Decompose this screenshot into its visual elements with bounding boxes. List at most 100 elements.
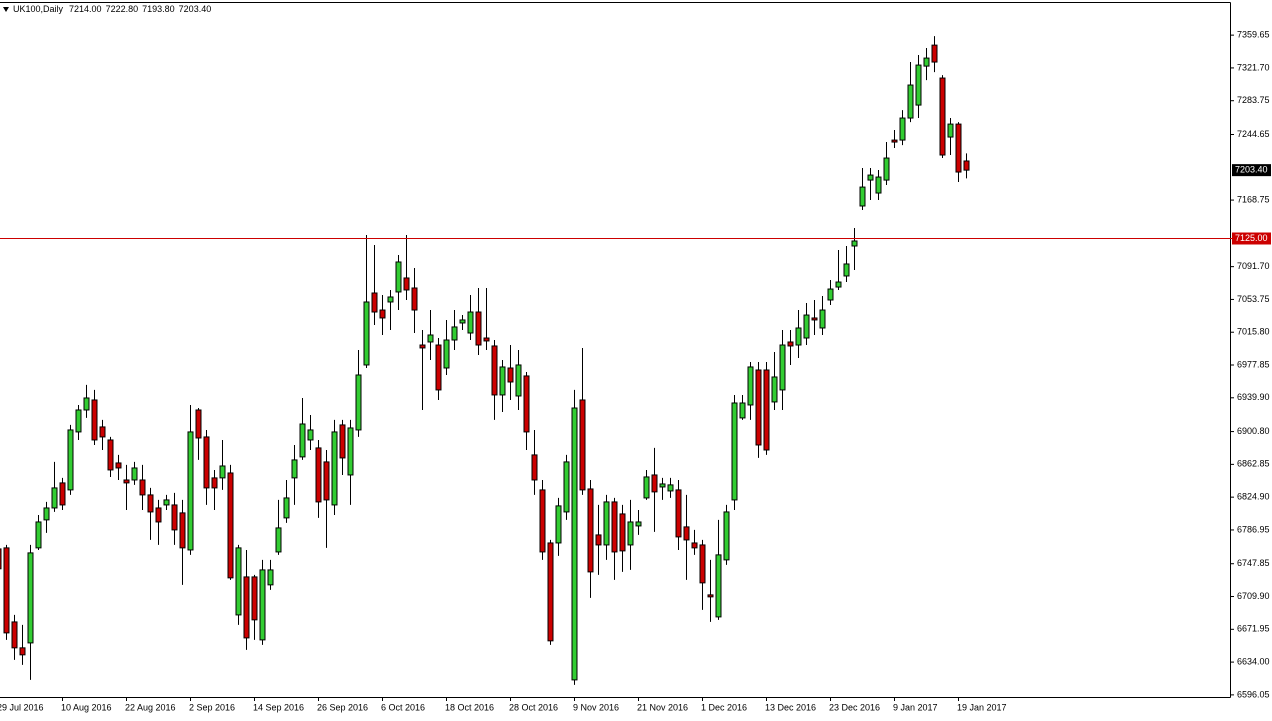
candle-body — [235, 547, 242, 616]
x-tick-label: 19 Jan 2017 — [957, 702, 1007, 712]
candle-body — [955, 123, 962, 173]
candle-body — [867, 174, 874, 181]
symbol: UK100,Daily — [13, 4, 64, 14]
x-tick-label: 29 Jul 2016 — [0, 702, 44, 712]
candle-body — [475, 311, 482, 346]
candle-body — [571, 407, 578, 681]
header-low: 7193.80 — [142, 4, 175, 14]
candle-body — [411, 287, 418, 311]
last-price-box — [1232, 164, 1271, 177]
candle-body — [515, 364, 522, 397]
axes: 6596.05 6634.00 6671.95 6709.90 6747.85 6786.… — [0, 30, 1271, 712]
candle-body — [739, 402, 746, 419]
candle-body — [267, 569, 274, 586]
candle-body — [243, 576, 250, 639]
candle-body — [75, 409, 82, 433]
last-price-label: 7203.40 — [1235, 165, 1268, 175]
candle-body — [379, 309, 386, 319]
candle-body — [843, 263, 850, 277]
chart-header: UK100,Daily 7214.00 7222.80 7193.80 7203.40 — [13, 4, 211, 14]
x-tick-label: 22 Aug 2016 — [125, 702, 176, 712]
x-tick-label: 28 Oct 2016 — [509, 702, 558, 712]
candle-body — [59, 482, 66, 506]
y-tick-label: 7015.80 — [1237, 327, 1270, 337]
x-tick-label: 2 Sep 2016 — [189, 702, 235, 712]
candle-body — [875, 176, 882, 194]
candle-body — [331, 431, 338, 506]
candle-body — [507, 367, 514, 383]
candle-body — [451, 326, 458, 341]
candle-body — [307, 429, 314, 441]
candle-body — [531, 454, 538, 481]
x-tick-label: 14 Sep 2016 — [253, 702, 304, 712]
candle-body — [539, 489, 546, 553]
candle-body — [171, 504, 178, 531]
candle-body — [179, 512, 186, 549]
candle-body — [883, 157, 890, 181]
candle-body — [747, 366, 754, 406]
candle-body — [659, 483, 666, 488]
candle-body — [299, 423, 306, 458]
candle-body — [643, 476, 650, 499]
y-tick-label: 6786.95 — [1237, 524, 1270, 534]
candle-body — [99, 426, 106, 438]
candle-body — [91, 399, 98, 441]
candle-body — [187, 431, 194, 551]
candle-body — [107, 439, 114, 471]
candle-body — [939, 77, 946, 156]
candle-body — [795, 327, 802, 346]
candle-body — [891, 139, 898, 143]
candle-body — [371, 292, 378, 313]
candle-body — [587, 488, 594, 573]
candle-body — [387, 296, 394, 303]
candle-body — [835, 281, 842, 288]
candle-body — [0, 548, 2, 570]
candle-body — [923, 57, 930, 67]
candle-body — [755, 369, 762, 446]
x-tick-label: 9 Nov 2016 — [573, 702, 619, 712]
dropdown-icon[interactable] — [3, 7, 9, 12]
candle-body — [611, 501, 618, 553]
x-tick-label: 6 Oct 2016 — [381, 702, 425, 712]
candle-body — [115, 462, 122, 469]
candle-body — [27, 552, 34, 644]
candle-body — [595, 534, 602, 546]
candle-body — [291, 459, 298, 479]
candle-body — [11, 621, 18, 649]
candle-body — [195, 409, 202, 439]
candle-body — [603, 501, 610, 546]
y-tick-label: 6824.90 — [1237, 492, 1270, 502]
candle-body — [123, 479, 130, 484]
candle-body — [419, 344, 426, 349]
candle-body — [435, 344, 442, 391]
candle-body — [67, 429, 74, 491]
candle-body — [83, 397, 90, 411]
candle-body — [155, 507, 162, 523]
header-close: 7203.40 — [179, 4, 212, 14]
candle-body — [563, 461, 570, 513]
candle-body — [627, 521, 634, 546]
y-tick-label: 6862.85 — [1237, 459, 1270, 469]
y-tick-label: 7053.75 — [1237, 294, 1270, 304]
plot-area — [0, 36, 1230, 685]
y-tick-label: 6977.85 — [1237, 359, 1270, 369]
level-label: 7125.00 — [1235, 233, 1268, 243]
candle-body — [579, 399, 586, 491]
candle-body — [283, 497, 290, 519]
candle-body — [699, 544, 706, 584]
candle-body — [403, 277, 410, 291]
candle-body — [523, 375, 530, 433]
candle-body — [467, 311, 474, 334]
x-tick-label: 18 Oct 2016 — [445, 702, 494, 712]
candle-body — [259, 569, 266, 641]
candle-body — [227, 472, 234, 579]
level-label-box — [1232, 232, 1271, 245]
y-tick-label: 7359.65 — [1237, 30, 1270, 40]
candle-body — [683, 526, 690, 541]
candle-body — [619, 513, 626, 552]
candle-body — [667, 484, 674, 492]
candle-body — [483, 337, 490, 342]
candle-body — [675, 489, 682, 538]
candle-body — [355, 374, 362, 431]
